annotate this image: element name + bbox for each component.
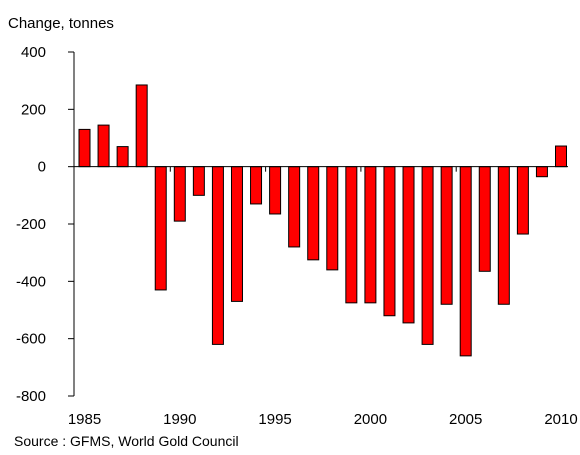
- y-tick-label--800: -800: [16, 388, 46, 405]
- bar-1995: [269, 166, 282, 215]
- bar-1987: [116, 146, 129, 168]
- bar-2006: [478, 166, 491, 272]
- bar-1998: [326, 166, 339, 271]
- bar-2000: [364, 166, 377, 304]
- x-tick-label-1990: 1990: [163, 411, 196, 428]
- bar-2008: [516, 166, 529, 235]
- bar-1997: [307, 166, 320, 261]
- y-tick-label--400: -400: [16, 273, 46, 290]
- bar-1986: [97, 124, 110, 168]
- bar-1990: [173, 166, 186, 222]
- chart: Change, tonnes 4002000-200-400-600-80019…: [8, 15, 578, 428]
- bar-2009: [535, 166, 548, 178]
- bar-2005: [459, 166, 472, 357]
- y-tick-label-0: 0: [38, 159, 46, 176]
- bar-1994: [250, 166, 263, 205]
- bar-2001: [383, 166, 396, 317]
- x-tick-label-1985: 1985: [68, 411, 101, 428]
- bar-2004: [440, 166, 453, 305]
- y-tick-label-400: 400: [21, 44, 46, 61]
- bar-2007: [497, 166, 510, 305]
- bar-1999: [345, 166, 358, 304]
- bar-1996: [288, 166, 301, 248]
- y-axis-label: Change, tonnes: [8, 15, 114, 32]
- x-tick-label-2010: 2010: [544, 411, 577, 428]
- y-tick-label--600: -600: [16, 331, 46, 348]
- y-tick-label-200: 200: [21, 101, 46, 118]
- x-tick-label-2005: 2005: [449, 411, 482, 428]
- bar-2003: [421, 166, 434, 345]
- bar-2002: [402, 166, 415, 324]
- x-tick-label-1995: 1995: [258, 411, 291, 428]
- bars-group: [78, 84, 567, 357]
- bar-1991: [192, 166, 205, 196]
- bar-1988: [135, 84, 148, 168]
- bar-1993: [230, 166, 243, 302]
- y-tick-label--200: -200: [16, 216, 46, 233]
- bar-2010: [555, 145, 567, 168]
- bar-1992: [211, 166, 224, 345]
- bar-1989: [154, 166, 167, 291]
- x-tick-label-2000: 2000: [354, 411, 387, 428]
- bar-1985: [78, 128, 91, 168]
- source-note: Source : GFMS, World Gold Council: [14, 433, 239, 449]
